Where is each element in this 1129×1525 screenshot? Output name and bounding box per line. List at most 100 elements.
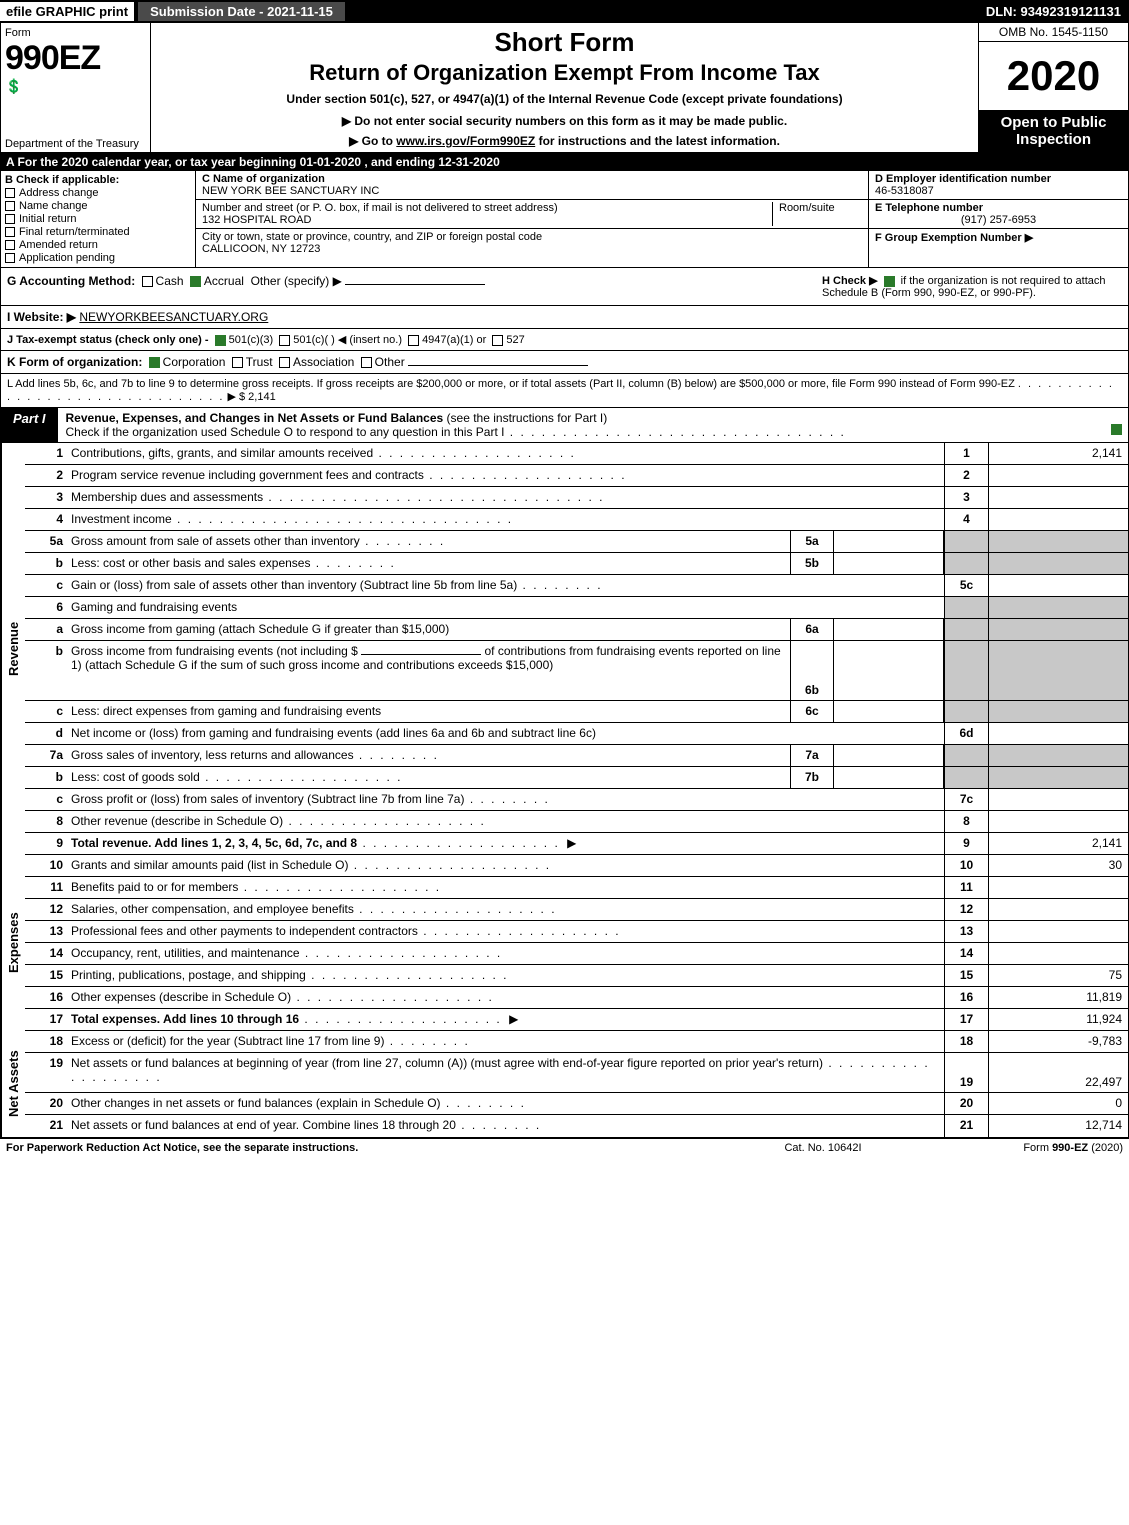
line-7a-value — [834, 745, 944, 766]
l-value: ▶ $ 2,141 — [227, 391, 275, 403]
line-9-value: 2,141 — [988, 833, 1128, 854]
line-7c: cGross profit or (loss) from sales of in… — [25, 789, 1128, 811]
row-k-form-org: K Form of organization: Corporation Trus… — [0, 351, 1129, 374]
line-16-value: 11,819 — [988, 987, 1128, 1008]
irs-link[interactable]: www.irs.gov/Form990EZ — [396, 134, 535, 148]
chk-527[interactable] — [492, 335, 503, 346]
line-11: 11Benefits paid to or for members11 — [25, 877, 1128, 899]
line-5b: bLess: cost or other basis and sales exp… — [25, 553, 1128, 575]
chk-schedule-o-used[interactable] — [1111, 424, 1122, 435]
efile-label[interactable]: efile GRAPHIC print — [0, 2, 134, 21]
line-1: 1Contributions, gifts, grants, and simil… — [25, 443, 1128, 465]
chk-accrual[interactable] — [190, 276, 201, 287]
dln-label: DLN: 93492319121131 — [986, 4, 1129, 19]
street-label: Number and street (or P. O. box, if mail… — [202, 202, 772, 214]
short-form-title: Short Form — [159, 27, 970, 58]
department-label: Department of the Treasury — [5, 138, 139, 150]
g-label: G Accounting Method: — [7, 274, 135, 288]
city-label: City or town, state or province, country… — [202, 231, 542, 243]
line-10: 10Grants and similar amounts paid (list … — [25, 855, 1128, 877]
line-14-value — [988, 943, 1128, 964]
line-11-value — [988, 877, 1128, 898]
net-assets-label: Net Assets — [1, 1031, 25, 1137]
header-middle: Short Form Return of Organization Exempt… — [151, 23, 978, 152]
website-link[interactable]: NEWYORKBEESANCTUARY.ORG — [79, 310, 268, 324]
line-6c: cLess: direct expenses from gaming and f… — [25, 701, 1128, 723]
line-2: 2Program service revenue including gover… — [25, 465, 1128, 487]
line-6d: dNet income or (loss) from gaming and fu… — [25, 723, 1128, 745]
chk-trust[interactable] — [232, 357, 243, 368]
line-7b-value — [834, 767, 944, 788]
line-6b-value — [834, 641, 944, 700]
line-10-value: 30 — [988, 855, 1128, 876]
b-checkboxes: B Check if applicable: Address change Na… — [1, 171, 196, 267]
e-label: E Telephone number — [875, 202, 983, 214]
line-19: 19Net assets or fund balances at beginni… — [25, 1053, 1128, 1093]
line-12: 12Salaries, other compensation, and empl… — [25, 899, 1128, 921]
line-21-value: 12,714 — [988, 1115, 1128, 1137]
row-l-gross-receipts: L Add lines 5b, 6c, and 7b to line 9 to … — [0, 374, 1129, 408]
revenue-label: Revenue — [1, 443, 25, 855]
chk-501c[interactable] — [279, 335, 290, 346]
k-label: K Form of organization: — [7, 355, 142, 369]
net-assets-section: Net Assets 18Excess or (deficit) for the… — [0, 1031, 1129, 1138]
line-13: 13Professional fees and other payments t… — [25, 921, 1128, 943]
line-6c-value — [834, 701, 944, 722]
revenue-section: Revenue 1Contributions, gifts, grants, a… — [0, 443, 1129, 855]
subtitle-1: Under section 501(c), 527, or 4947(a)(1)… — [159, 92, 970, 106]
g-accounting: G Accounting Method: Cash Accrual Other … — [7, 274, 822, 299]
chk-address-change[interactable] — [5, 188, 15, 198]
l-text: L Add lines 5b, 6c, and 7b to line 9 to … — [7, 378, 1015, 390]
line-17: 17Total expenses. Add lines 10 through 1… — [25, 1009, 1128, 1031]
h-label: H Check ▶ — [822, 275, 878, 287]
chk-cash[interactable] — [142, 276, 153, 287]
open-to-public: Open to Public Inspection — [979, 110, 1128, 152]
line-7c-value — [988, 789, 1128, 810]
line-7a: 7aGross sales of inventory, less returns… — [25, 745, 1128, 767]
block-def: D Employer identification number 46-5318… — [868, 171, 1128, 267]
line-6: 6Gaming and fundraising events — [25, 597, 1128, 619]
form-number: 990EZ — [5, 39, 146, 78]
b-label: B Check if applicable: — [5, 174, 119, 186]
line-5c: cGain or (loss) from sale of assets othe… — [25, 575, 1128, 597]
street-value: 132 HOSPITAL ROAD — [202, 214, 772, 226]
row-i-website: I Website: ▶ NEWYORKBEESANCTUARY.ORG — [0, 306, 1129, 329]
line-5a: 5aGross amount from sale of assets other… — [25, 531, 1128, 553]
line-17-value: 11,924 — [988, 1009, 1128, 1030]
line-15: 15Printing, publications, postage, and s… — [25, 965, 1128, 987]
chk-name-change[interactable] — [5, 201, 15, 211]
chk-schedule-b-not-required[interactable] — [884, 276, 895, 287]
chk-final-return[interactable] — [5, 227, 15, 237]
ein-value: 46-5318087 — [875, 185, 1122, 197]
block-c: C Name of organization NEW YORK BEE SANC… — [196, 171, 868, 267]
chk-application-pending[interactable] — [5, 253, 15, 263]
header-right: OMB No. 1545-1150 2020 Open to Public In… — [978, 23, 1128, 152]
subtitle-2: ▶ Do not enter social security numbers o… — [159, 114, 970, 128]
line-3: 3Membership dues and assessments3 — [25, 487, 1128, 509]
chk-amended-return[interactable] — [5, 240, 15, 250]
line-6a: aGross income from gaming (attach Schedu… — [25, 619, 1128, 641]
chk-501c3[interactable] — [215, 335, 226, 346]
row-a-tax-year: A For the 2020 calendar year, or tax yea… — [0, 153, 1129, 171]
block-b: B Check if applicable: Address change Na… — [0, 171, 1129, 268]
chk-corporation[interactable] — [149, 357, 160, 368]
chk-other-org[interactable] — [361, 357, 372, 368]
chk-4947[interactable] — [408, 335, 419, 346]
line-20: 20Other changes in net assets or fund ba… — [25, 1093, 1128, 1115]
line-6d-value — [988, 723, 1128, 744]
expenses-section: Expenses 10Grants and similar amounts pa… — [0, 855, 1129, 1031]
chk-association[interactable] — [279, 357, 290, 368]
chk-initial-return[interactable] — [5, 214, 15, 224]
phone-value: (917) 257-6953 — [875, 214, 1122, 226]
subtitle-3: ▶ Go to www.irs.gov/Form990EZ for instru… — [159, 134, 970, 148]
line-8: 8Other revenue (describe in Schedule O)8 — [25, 811, 1128, 833]
line-4-value — [988, 509, 1128, 530]
c-label: C Name of organization — [202, 173, 325, 185]
block-gh: G Accounting Method: Cash Accrual Other … — [0, 268, 1129, 306]
line-2-value — [988, 465, 1128, 486]
h-check: H Check ▶ if the organization is not req… — [822, 274, 1122, 299]
row-j-tax-exempt: J Tax-exempt status (check only one) - 5… — [0, 329, 1129, 351]
line-5b-value — [834, 553, 944, 574]
line-5a-value — [834, 531, 944, 552]
footer-left: For Paperwork Reduction Act Notice, see … — [6, 1142, 723, 1154]
